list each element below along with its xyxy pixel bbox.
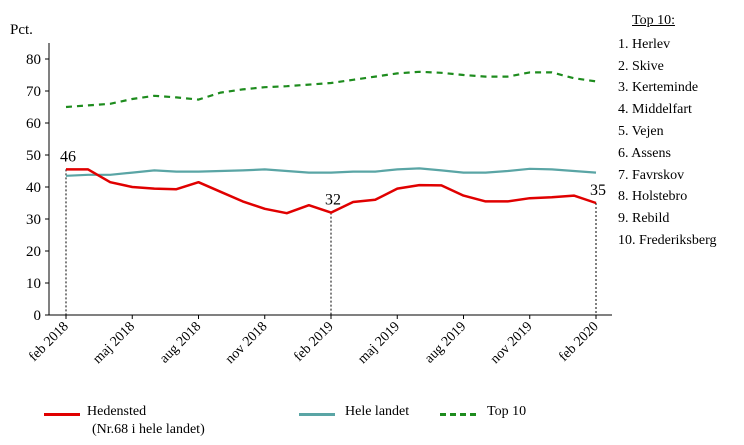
annotation-label: 32	[325, 192, 341, 209]
top10-item: 4. Middelfart	[618, 102, 692, 118]
x-tick-label: feb 2020	[556, 319, 602, 365]
y-tick-label: 10	[26, 276, 41, 292]
top10-item: 3. Kerteminde	[618, 80, 699, 96]
y-tick-label: 50	[26, 148, 41, 164]
y-axis-label: Pct.	[10, 22, 33, 38]
legend-swatch-top10	[440, 413, 476, 416]
top10-item: 9. Rebild	[618, 211, 670, 227]
x-tick-label: feb 2018	[26, 319, 72, 365]
x-tick-label: nov 2019	[488, 319, 536, 367]
x-tick-label: aug 2019	[422, 319, 469, 366]
annotation-droplines	[65, 169, 597, 315]
x-tick-label: feb 2019	[291, 319, 337, 365]
y-tick-label: 60	[26, 116, 41, 132]
top10-title: Top 10:	[632, 13, 675, 28]
top10-item: 8. Holstebro	[618, 189, 688, 205]
y-tick-label: 40	[26, 180, 41, 196]
chart-legend: Hedensted (Nr.68 i hele landet) Hele lan…	[0, 404, 744, 445]
series-line-hedensted	[66, 168, 597, 215]
y-tick-label: 0	[34, 308, 42, 324]
y-tick-label: 80	[26, 52, 41, 68]
annotation-label: 46	[60, 148, 76, 165]
y-tick-labels: 0 10 20 30 40 50 60 70 80	[26, 52, 49, 324]
legend-swatch-hele-landet	[299, 413, 335, 416]
series-line-top-10	[65, 70, 597, 109]
x-tick-label: aug 2018	[157, 319, 204, 366]
x-tick-label: maj 2018	[90, 319, 138, 367]
top10-list: Top 10: 1. Herlev 2. Skive 3. Kerteminde…	[618, 10, 717, 252]
x-tick-labels: feb 2018 maj 2018 aug 2018 nov 2018 feb 2019…	[26, 315, 602, 367]
line-chart: 0 10 20 30 40 50 60 70 80 feb 2018 maj 2018 aug 20…	[10, 22, 612, 367]
annotation-label: 35	[590, 182, 606, 199]
x-tick-label: maj 2019	[355, 319, 403, 367]
legend-label-hele-landet: Hele landet	[345, 404, 410, 419]
series-line-hele-landet	[65, 167, 597, 177]
series-lines	[65, 70, 597, 215]
y-tick-label: 20	[26, 244, 41, 260]
top10-item: 10. Frederiksberg	[618, 232, 717, 248]
top10-item: 5. Vejen	[618, 123, 664, 139]
legend-label-hedensted: Hedensted	[87, 404, 147, 419]
x-tick-label: nov 2018	[223, 319, 271, 367]
top10-item: 1. Herlev	[618, 36, 671, 52]
legend-note-hedensted: (Nr.68 i hele landet)	[92, 422, 205, 437]
top10-item: 7. Favrskov	[618, 167, 685, 183]
legend-label-top10: Top 10	[487, 404, 527, 419]
legend-swatch-hedensted	[44, 413, 80, 416]
annotation-labels: 46 32 35	[60, 148, 606, 208]
y-tick-label: 70	[26, 84, 41, 100]
y-tick-label: 30	[26, 212, 41, 228]
top10-item: 2. Skive	[618, 58, 664, 74]
top10-item: 6. Assens	[618, 145, 671, 161]
